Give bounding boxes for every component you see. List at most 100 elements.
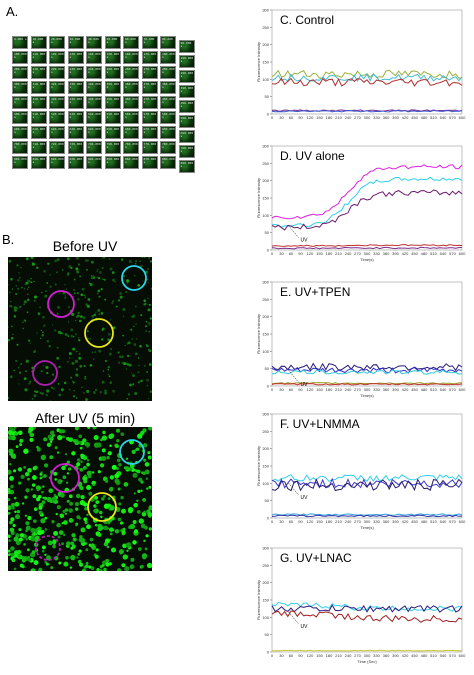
cell-dot	[86, 268, 88, 271]
x-tick-label: 480	[421, 387, 428, 392]
cell-dot	[94, 495, 99, 500]
y-axis-label: Fluorescence Intensity	[256, 580, 261, 620]
cell-dot	[117, 351, 120, 354]
cell-dot	[79, 275, 81, 278]
frame-timestamp: 860.000 s	[125, 157, 138, 164]
frame-timestamp: 320.000 s	[51, 82, 64, 89]
montage-frame: 30.000 s	[67, 36, 84, 49]
cell-dot	[9, 375, 13, 379]
cell-dot	[79, 537, 86, 544]
cell-dot	[120, 495, 124, 500]
montage-frame: 350.000 s	[104, 81, 121, 94]
y-tick-label: 300	[262, 546, 269, 551]
cell-dot	[49, 455, 54, 460]
cell-dot	[101, 497, 105, 501]
frame-timestamp: 230.000 s	[69, 67, 83, 74]
cell-dot	[121, 258, 124, 261]
cell-dot	[68, 508, 73, 513]
x-tick-label: 330	[373, 251, 380, 256]
x-tick-label: 360	[383, 251, 390, 256]
roi-circle-purple	[32, 360, 58, 386]
cell-dot	[26, 288, 29, 290]
cell-dot	[103, 567, 107, 571]
cell-dot	[61, 542, 65, 546]
cell-dot	[114, 529, 120, 534]
montage-frame: 740.000 s	[86, 141, 102, 154]
cell-dot	[47, 540, 53, 546]
cell-dot	[46, 442, 52, 447]
frame-timestamp: 850.000 s	[106, 157, 120, 164]
x-tick-label: 0	[271, 115, 274, 120]
x-tick-label: 180	[326, 251, 333, 256]
cell-dot	[8, 553, 11, 557]
y-tick-label: 200	[262, 580, 269, 585]
cell-dot	[95, 500, 100, 504]
cell-dot	[40, 518, 46, 524]
cell-dot	[148, 527, 152, 531]
x-tick-label: 60	[289, 115, 294, 120]
cell-dot	[20, 474, 25, 479]
x-tick-label: 30	[279, 653, 284, 658]
frame-timestamp: 640.000 s	[88, 127, 101, 134]
x-tick-label: 600	[459, 519, 466, 524]
cell-dot	[131, 372, 133, 374]
cell-dot	[17, 279, 20, 282]
montage-frame: 270.000 s	[141, 66, 158, 79]
cell-dot	[46, 282, 49, 284]
cell-dot	[109, 267, 113, 271]
frame-timestamp: 70.000 s	[143, 37, 155, 44]
cell-dot	[25, 521, 30, 526]
cell-dot	[15, 285, 18, 287]
cell-dot	[114, 281, 116, 283]
cell-dot	[13, 427, 17, 429]
cell-dot	[69, 566, 73, 569]
cell-dot	[109, 527, 114, 532]
cell-dot	[41, 490, 44, 494]
cell-dot	[135, 305, 137, 308]
cell-dot	[82, 465, 87, 470]
cell-dot	[34, 390, 37, 393]
y-tick-label: 200	[262, 42, 269, 47]
cell-dot	[112, 300, 114, 303]
y-tick-label: 50	[265, 230, 270, 235]
cell-dot	[53, 530, 59, 536]
cell-dot	[68, 518, 74, 523]
cell-dot	[13, 496, 17, 500]
cell-dot	[19, 533, 25, 538]
cell-dot	[25, 359, 29, 363]
cell-dot	[8, 326, 9, 328]
x-tick-label: 360	[383, 653, 390, 658]
cell-dot	[124, 566, 130, 571]
chart-uv-alone: 0 50 100 150 200 250 300 0 30 60 90 120 150 180 210 240…	[248, 140, 468, 273]
chart-title: C. Control	[280, 13, 334, 27]
x-tick-label: 180	[326, 519, 333, 524]
y-tick-label: 150	[262, 60, 269, 65]
cell-dot	[34, 349, 37, 352]
cell-dot	[80, 453, 84, 458]
cell-dot	[29, 432, 35, 438]
cell-dot	[141, 554, 147, 560]
frame-timestamp: 890.000 s	[180, 161, 194, 168]
cell-dot	[31, 475, 37, 481]
cell-dot	[101, 435, 108, 441]
frame-timestamp: 450.000 s	[106, 97, 120, 104]
cell-dot	[143, 364, 146, 367]
y-tick-label: 150	[262, 464, 269, 469]
cell-dot	[13, 469, 17, 473]
x-tick-label: 300	[364, 115, 371, 120]
cell-dot	[55, 512, 58, 516]
frame-timestamp: 120.000 s	[51, 52, 64, 59]
cell-dot	[74, 359, 79, 363]
cell-dot	[140, 430, 145, 436]
cell-dot	[51, 373, 55, 376]
cell-dot	[136, 510, 141, 514]
x-tick-label: 480	[421, 653, 428, 658]
cell-dot	[149, 390, 152, 393]
x-tick-label: 300	[364, 387, 371, 392]
x-tick-label: 540	[440, 387, 447, 392]
montage-frame: 550.000 s	[104, 111, 121, 124]
cell-dot	[27, 516, 32, 521]
micrograph-image	[8, 427, 152, 571]
cell-dot	[134, 352, 138, 356]
cell-dot	[143, 539, 146, 543]
